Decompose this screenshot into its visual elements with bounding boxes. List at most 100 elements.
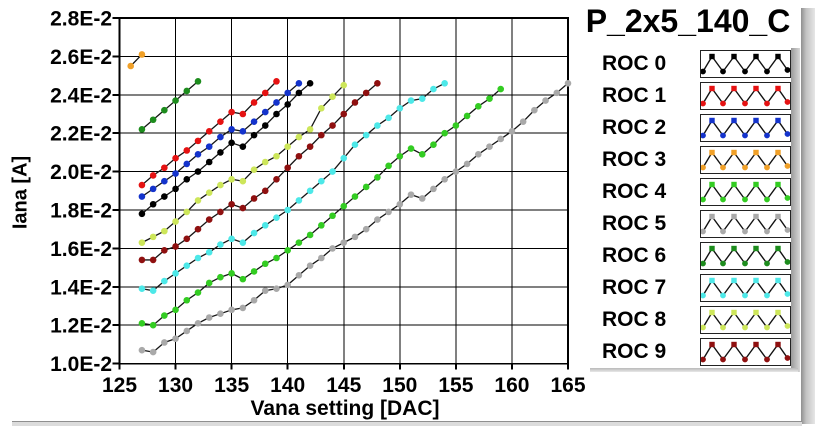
legend-marker (764, 292, 770, 299)
y-tick-label: 2.8E-2 (50, 8, 112, 31)
data-point (430, 141, 437, 149)
data-point (161, 312, 168, 319)
legend-marker (775, 117, 781, 124)
data-point (407, 191, 415, 198)
data-point (228, 175, 235, 183)
series-roc-6 (138, 78, 202, 133)
data-point (452, 122, 460, 129)
data-point (239, 127, 247, 135)
data-point (284, 89, 291, 97)
legend-roc-label: ROC 1 (602, 84, 667, 107)
data-point (183, 235, 191, 243)
data-point (127, 62, 135, 70)
legend-style-box[interactable] (700, 50, 791, 78)
legend-style-box[interactable] (700, 338, 791, 366)
data-point (194, 225, 202, 233)
legend-marker (700, 196, 706, 203)
series-roc-5 (138, 79, 572, 356)
series-roc-7 (138, 79, 448, 294)
legend-marker (775, 277, 781, 284)
legend-roc-label: ROC 8 (602, 308, 667, 331)
legend-marker (784, 67, 791, 73)
y-tick-label: 1.6E-2 (50, 238, 112, 261)
legend-marker (731, 181, 737, 188)
legend-marker (764, 356, 770, 363)
data-point (161, 177, 168, 185)
data-point (519, 118, 527, 125)
legend-marker (731, 213, 737, 220)
legend-roc-label: ROC 9 (602, 340, 667, 363)
x-tick-label: 150 (382, 374, 417, 397)
panel-right-bevel (800, 8, 815, 424)
data-point (239, 177, 247, 185)
y-axis-title: Iana [A] (9, 155, 32, 230)
data-point (250, 195, 258, 202)
legend-marker (700, 132, 706, 139)
legend-style-box[interactable] (700, 82, 791, 110)
x-tick-label: 160 (494, 374, 529, 397)
data-point (284, 143, 291, 150)
data-point (239, 204, 247, 212)
y-tick-label: 1.8E-2 (50, 200, 112, 223)
legend-marker (784, 355, 791, 361)
data-point (374, 174, 381, 181)
y-tick-label: 2.0E-2 (50, 161, 112, 184)
y-tick-labels: 1.0E-2 1.2E-2 1.4E-2 1.6E-2 1.8E-2 2.0E-2 2.2E… (50, 8, 112, 377)
legend-style-box[interactable] (700, 306, 791, 334)
legend-marker (742, 324, 748, 331)
legend-marker (720, 356, 726, 363)
data-point (205, 189, 213, 197)
data-point (542, 97, 549, 104)
legend-marker (764, 100, 770, 107)
series-roc-8 (138, 81, 348, 246)
legend-style-box[interactable] (700, 274, 791, 302)
legend-style-preview (700, 181, 791, 203)
legend-marker (742, 132, 748, 139)
data-point (172, 97, 179, 104)
data-point (362, 183, 370, 191)
data-point (239, 304, 247, 312)
data-point (441, 175, 448, 183)
data-point (340, 110, 348, 118)
legend-style-box[interactable] (700, 146, 791, 174)
data-point (261, 222, 269, 229)
legend-marker (709, 181, 715, 188)
legend-marker (731, 277, 737, 284)
series-roc-3 (127, 51, 146, 70)
data-point (138, 126, 146, 133)
data-point (149, 287, 157, 294)
data-point (452, 168, 460, 175)
legend-marker (764, 164, 770, 171)
legend-style-box[interactable] (700, 114, 791, 142)
legend-marker (742, 356, 748, 363)
legend-marker (784, 291, 791, 297)
legend-marker (775, 341, 781, 348)
data-point (138, 319, 146, 327)
x-tick-label: 165 (550, 374, 585, 397)
data-point (205, 143, 213, 150)
legend-marker (753, 85, 759, 92)
legend-marker (731, 245, 737, 252)
data-point (149, 172, 157, 179)
data-point (183, 327, 191, 335)
legend-style-box[interactable] (700, 178, 791, 206)
legend-marker (731, 309, 737, 316)
data-point (273, 152, 280, 160)
legend-style-box[interactable] (700, 210, 791, 238)
data-point (340, 154, 348, 162)
legend-style-box[interactable] (700, 242, 791, 270)
data-point (486, 95, 493, 102)
data-point (217, 241, 224, 248)
legend-marker (764, 196, 770, 203)
legend-marker (709, 341, 715, 348)
data-point (194, 137, 202, 145)
data-point (318, 104, 325, 112)
legend-roc-label: ROC 0 (602, 52, 667, 75)
legend-marker (709, 53, 715, 60)
data-point (284, 164, 291, 172)
x-tick-label: 135 (214, 374, 249, 397)
legend-marker (709, 85, 715, 92)
legend-marker (753, 245, 759, 252)
data-point (161, 277, 168, 285)
